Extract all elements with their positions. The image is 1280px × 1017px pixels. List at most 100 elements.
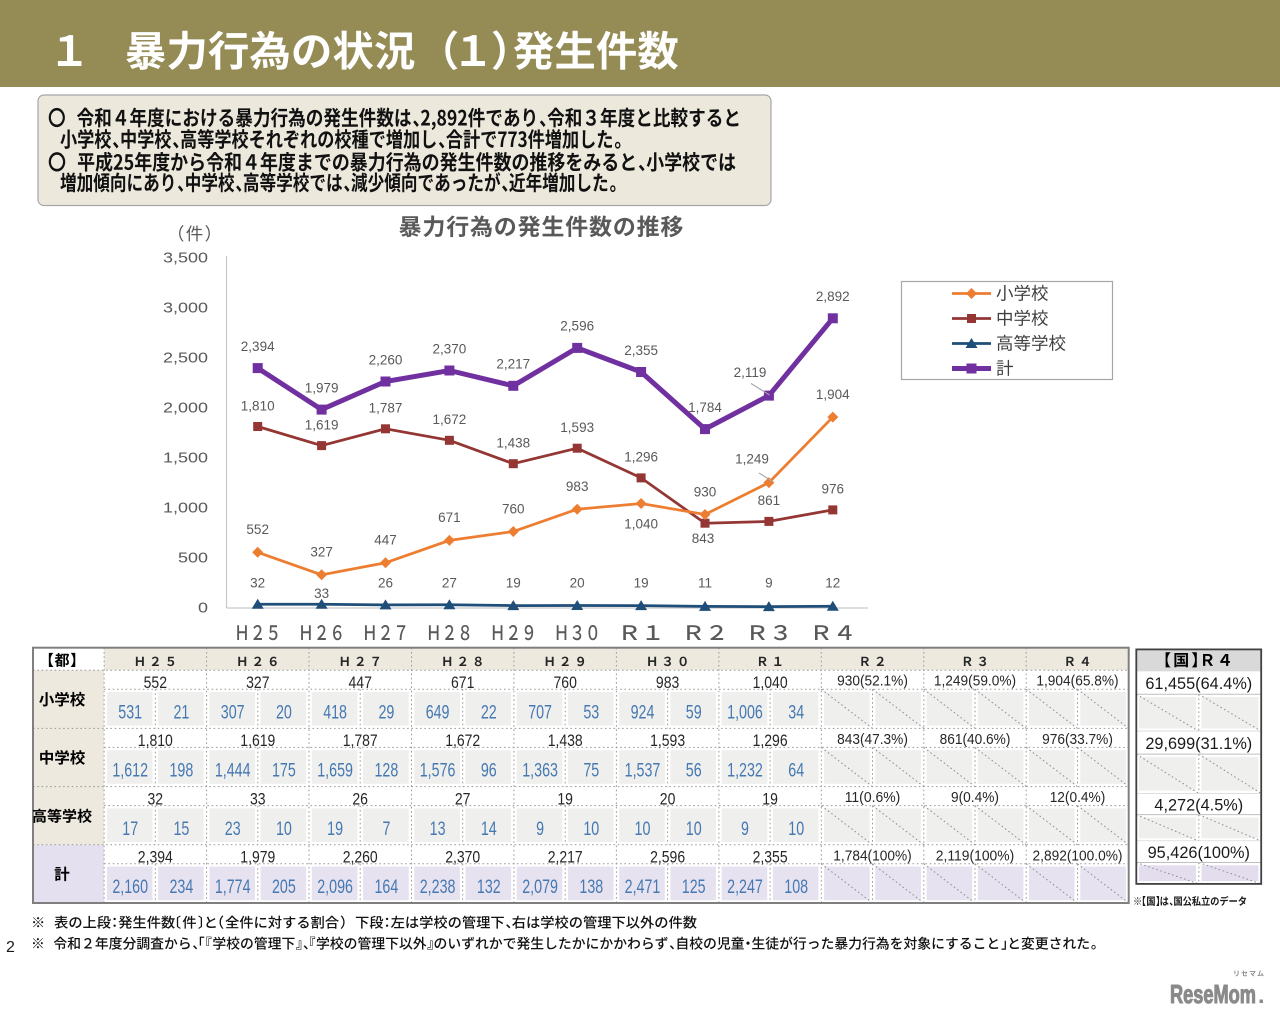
svg-text:34: 34 bbox=[788, 702, 804, 723]
svg-text:19: 19 bbox=[762, 789, 778, 808]
svg-text:1,249: 1,249 bbox=[735, 451, 769, 466]
svg-text:20: 20 bbox=[276, 702, 292, 723]
svg-text:20: 20 bbox=[570, 575, 585, 590]
svg-text:26: 26 bbox=[378, 575, 393, 590]
svg-text:1,593: 1,593 bbox=[560, 420, 594, 435]
svg-text:1,040: 1,040 bbox=[753, 673, 788, 692]
svg-text:2,096: 2,096 bbox=[317, 877, 353, 898]
svg-text:1,904(65.8%): 1,904(65.8%) bbox=[1036, 674, 1118, 690]
svg-text:2,160: 2,160 bbox=[112, 877, 148, 898]
svg-text:14: 14 bbox=[481, 819, 497, 840]
svg-text:2,892: 2,892 bbox=[816, 289, 850, 304]
svg-text:1,296: 1,296 bbox=[753, 731, 788, 750]
svg-text:1,593: 1,593 bbox=[650, 731, 685, 750]
svg-text:1,672: 1,672 bbox=[445, 731, 480, 750]
svg-text:2,500: 2,500 bbox=[163, 350, 208, 367]
svg-text:760: 760 bbox=[502, 501, 525, 516]
svg-text:19: 19 bbox=[557, 789, 573, 808]
svg-text:59: 59 bbox=[686, 702, 702, 723]
svg-text:1,444: 1,444 bbox=[215, 761, 251, 782]
svg-text:1,787: 1,787 bbox=[343, 731, 378, 750]
svg-text:1,619: 1,619 bbox=[305, 417, 339, 432]
svg-text:2,079: 2,079 bbox=[522, 877, 558, 898]
svg-text:2,217: 2,217 bbox=[548, 848, 583, 867]
svg-text:33: 33 bbox=[250, 789, 266, 808]
svg-text:1,774: 1,774 bbox=[215, 877, 251, 898]
svg-text:3,500: 3,500 bbox=[163, 250, 208, 267]
svg-text:976: 976 bbox=[822, 482, 845, 497]
svg-text:9: 9 bbox=[765, 575, 773, 590]
svg-text:1,612: 1,612 bbox=[112, 761, 148, 782]
svg-text:22: 22 bbox=[481, 702, 497, 723]
svg-text:1,438: 1,438 bbox=[496, 436, 530, 451]
svg-text:843(47.3%): 843(47.3%) bbox=[837, 732, 908, 748]
svg-text:1,979: 1,979 bbox=[305, 380, 339, 395]
svg-text:1,296: 1,296 bbox=[624, 450, 658, 465]
svg-text:1,787: 1,787 bbox=[369, 401, 403, 416]
svg-text:10: 10 bbox=[583, 819, 599, 840]
svg-text:108: 108 bbox=[784, 877, 808, 898]
svg-text:205: 205 bbox=[272, 877, 296, 898]
svg-text:138: 138 bbox=[579, 877, 603, 898]
svg-text:15: 15 bbox=[173, 819, 189, 840]
svg-text:125: 125 bbox=[682, 877, 706, 898]
svg-text:19: 19 bbox=[506, 575, 521, 590]
svg-text:1,232: 1,232 bbox=[727, 761, 763, 782]
svg-text:1,006: 1,006 bbox=[727, 702, 763, 723]
svg-text:9: 9 bbox=[536, 819, 544, 840]
svg-text:707: 707 bbox=[528, 702, 552, 723]
svg-text:649: 649 bbox=[426, 702, 450, 723]
svg-text:21: 21 bbox=[173, 702, 189, 723]
svg-text:26: 26 bbox=[352, 789, 368, 808]
svg-text:1,040: 1,040 bbox=[624, 516, 658, 531]
svg-text:1,438: 1,438 bbox=[548, 731, 583, 750]
svg-text:61,455(64.4%): 61,455(64.4%) bbox=[1145, 675, 1252, 693]
svg-text:2,471: 2,471 bbox=[625, 877, 661, 898]
svg-text:234: 234 bbox=[170, 877, 194, 898]
svg-text:2,892(100.0%): 2,892(100.0%) bbox=[1033, 848, 1123, 864]
svg-text:3,000: 3,000 bbox=[163, 300, 208, 317]
svg-text:861(40.6%): 861(40.6%) bbox=[940, 732, 1011, 748]
svg-text:1,363: 1,363 bbox=[522, 761, 558, 782]
svg-text:447: 447 bbox=[374, 533, 397, 548]
svg-text:10: 10 bbox=[788, 819, 804, 840]
svg-text:1,619: 1,619 bbox=[240, 731, 275, 750]
svg-text:1,000: 1,000 bbox=[163, 500, 208, 517]
svg-text:95,426(100%): 95,426(100%) bbox=[1148, 844, 1250, 862]
svg-text:2,238: 2,238 bbox=[420, 877, 456, 898]
svg-text:418: 418 bbox=[323, 702, 347, 723]
svg-text:861: 861 bbox=[758, 493, 781, 508]
svg-text:32: 32 bbox=[148, 789, 164, 808]
svg-text:198: 198 bbox=[170, 761, 194, 782]
svg-text:27: 27 bbox=[442, 575, 457, 590]
svg-text:2,355: 2,355 bbox=[624, 343, 658, 358]
svg-text:19: 19 bbox=[634, 575, 649, 590]
svg-text:2,394: 2,394 bbox=[138, 848, 173, 867]
svg-text:10: 10 bbox=[276, 819, 292, 840]
svg-text:64: 64 bbox=[788, 761, 804, 782]
svg-text:307: 307 bbox=[221, 702, 245, 723]
svg-text:671: 671 bbox=[438, 510, 461, 525]
svg-text:983: 983 bbox=[656, 673, 679, 692]
svg-text:4,272(4.5%): 4,272(4.5%) bbox=[1154, 796, 1243, 814]
svg-text:2,355: 2,355 bbox=[753, 848, 788, 867]
svg-text:1,249(59.0%): 1,249(59.0%) bbox=[934, 674, 1016, 690]
svg-text:843: 843 bbox=[692, 531, 715, 546]
svg-text:552: 552 bbox=[246, 522, 269, 537]
svg-text:2,000: 2,000 bbox=[163, 400, 208, 417]
svg-text:930: 930 bbox=[694, 484, 717, 499]
svg-text:760: 760 bbox=[554, 673, 577, 692]
svg-text:1,979: 1,979 bbox=[240, 848, 275, 867]
svg-text:531: 531 bbox=[118, 702, 142, 723]
svg-text:1,576: 1,576 bbox=[420, 761, 456, 782]
svg-text:2,596: 2,596 bbox=[650, 848, 685, 867]
svg-text:1,659: 1,659 bbox=[317, 761, 353, 782]
svg-text:17: 17 bbox=[122, 819, 138, 840]
svg-text:2,596: 2,596 bbox=[560, 319, 594, 334]
svg-text:19: 19 bbox=[327, 819, 343, 840]
svg-text:96: 96 bbox=[481, 761, 497, 782]
svg-text:11: 11 bbox=[698, 575, 712, 590]
svg-text:10: 10 bbox=[635, 819, 651, 840]
svg-text:56: 56 bbox=[686, 761, 702, 782]
svg-text:164: 164 bbox=[375, 877, 399, 898]
